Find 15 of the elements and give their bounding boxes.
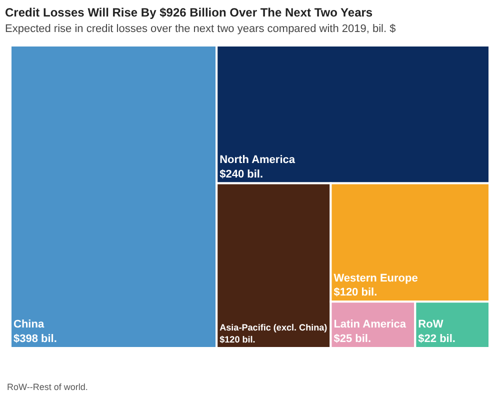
- data-label: $25 bil.: [334, 333, 371, 345]
- text: Credit Losses Will Rise By $926 Billion Over The Next Two Years: [5, 5, 373, 20]
- data-label: $240 bil.: [220, 168, 264, 180]
- data-label: $398 bil.: [14, 333, 57, 345]
- data-label: $22 bil.: [418, 333, 456, 345]
- data-label: $120 bil.: [334, 286, 378, 299]
- category-label: North America: [220, 154, 296, 166]
- text: RoW--Rest of world.: [7, 382, 88, 392]
- category-label: Latin America: [334, 318, 407, 331]
- category-label: RoW: [418, 318, 444, 331]
- category-label: Asia-Pacific (excl. China): [220, 322, 328, 333]
- data-label: $120 bil.: [220, 334, 256, 345]
- category-label: Western Europe: [334, 272, 418, 284]
- category-label: China: [14, 318, 45, 331]
- text: Expected rise in credit losses over the next two years compared with 2019, bil. $: [5, 23, 396, 35]
